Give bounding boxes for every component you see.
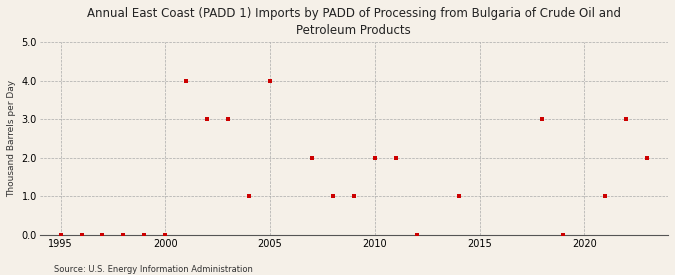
Point xyxy=(160,232,171,237)
Point xyxy=(76,232,87,237)
Point xyxy=(537,117,548,122)
Point xyxy=(244,194,254,198)
Point xyxy=(118,232,129,237)
Y-axis label: Thousand Barrels per Day: Thousand Barrels per Day xyxy=(7,80,16,197)
Point xyxy=(369,155,380,160)
Point xyxy=(558,232,569,237)
Point xyxy=(327,194,338,198)
Point xyxy=(223,117,234,122)
Point xyxy=(139,232,150,237)
Point xyxy=(390,155,401,160)
Point xyxy=(621,117,632,122)
Point xyxy=(55,232,66,237)
Point xyxy=(202,117,213,122)
Text: Source: U.S. Energy Information Administration: Source: U.S. Energy Information Administ… xyxy=(54,265,253,274)
Point xyxy=(600,194,611,198)
Point xyxy=(306,155,317,160)
Point xyxy=(411,232,422,237)
Point xyxy=(348,194,359,198)
Point xyxy=(453,194,464,198)
Point xyxy=(265,79,275,83)
Point xyxy=(181,79,192,83)
Title: Annual East Coast (PADD 1) Imports by PADD of Processing from Bulgaria of Crude : Annual East Coast (PADD 1) Imports by PA… xyxy=(87,7,621,37)
Point xyxy=(642,155,653,160)
Point xyxy=(97,232,108,237)
